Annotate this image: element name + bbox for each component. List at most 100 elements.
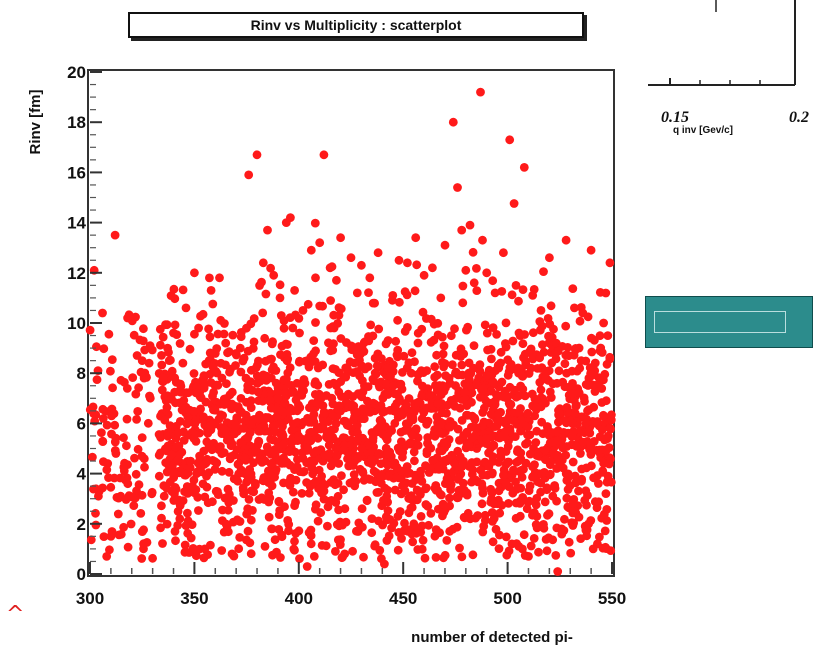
data-point bbox=[484, 448, 494, 457]
data-point bbox=[517, 371, 527, 381]
data-point bbox=[574, 486, 583, 496]
data-point bbox=[363, 474, 373, 484]
side-axis-label: q inv [Gev/c] bbox=[673, 125, 733, 136]
y-tick-label: 10 bbox=[67, 314, 86, 333]
data-point bbox=[346, 460, 356, 470]
data-point bbox=[451, 350, 461, 360]
data-point bbox=[114, 530, 124, 540]
data-point bbox=[469, 278, 479, 288]
data-point bbox=[175, 339, 185, 348]
data-point bbox=[574, 343, 584, 353]
y-tick-label: 6 bbox=[77, 414, 86, 433]
data-point bbox=[455, 436, 464, 445]
data-point bbox=[284, 526, 293, 536]
data-point bbox=[295, 554, 304, 563]
data-point bbox=[239, 353, 249, 363]
data-point bbox=[257, 277, 266, 287]
data-point bbox=[536, 306, 546, 315]
data-point bbox=[593, 417, 602, 426]
data-point bbox=[594, 479, 603, 488]
data-point bbox=[423, 433, 433, 442]
data-point bbox=[263, 446, 273, 456]
data-point bbox=[553, 567, 563, 576]
data-point bbox=[224, 347, 234, 357]
data-point bbox=[439, 362, 448, 372]
data-point bbox=[123, 542, 133, 552]
data-point bbox=[375, 546, 385, 555]
data-point bbox=[339, 372, 349, 382]
data-point bbox=[280, 388, 290, 398]
data-point bbox=[524, 486, 534, 495]
data-point bbox=[169, 284, 179, 294]
data-point bbox=[569, 395, 579, 405]
data-point bbox=[357, 444, 367, 453]
data-point bbox=[504, 546, 514, 556]
data-point bbox=[329, 310, 339, 320]
data-point bbox=[560, 382, 570, 392]
data-point bbox=[426, 314, 436, 324]
data-point bbox=[404, 439, 414, 449]
data-point bbox=[496, 347, 506, 357]
data-point bbox=[516, 381, 525, 391]
data-point bbox=[294, 526, 304, 536]
data-point bbox=[156, 448, 165, 458]
y-tick-label: 20 bbox=[67, 63, 86, 82]
data-point bbox=[468, 247, 478, 257]
data-point bbox=[305, 403, 314, 413]
data-point bbox=[143, 418, 153, 428]
data-point bbox=[311, 500, 321, 510]
axes: 300 350 400 450 500 550 0 2 4 6 8 10 12 14 16 18 20 bbox=[67, 63, 626, 608]
data-point bbox=[464, 462, 474, 471]
teal-panel-fragment bbox=[645, 296, 813, 348]
data-point bbox=[440, 456, 449, 465]
data-point bbox=[416, 466, 426, 476]
data-point bbox=[464, 368, 474, 378]
data-point bbox=[157, 501, 166, 511]
data-point bbox=[205, 348, 215, 358]
data-point bbox=[236, 328, 246, 337]
data-point bbox=[302, 562, 312, 571]
side-plot-fragment: 0.15 0.2 q inv [Gev/c] bbox=[648, 0, 809, 136]
data-point bbox=[519, 163, 529, 172]
data-point bbox=[341, 392, 350, 402]
data-point bbox=[413, 328, 423, 338]
data-point bbox=[436, 490, 446, 500]
data-point bbox=[134, 383, 144, 393]
data-point bbox=[439, 507, 449, 517]
data-point bbox=[147, 345, 157, 355]
data-point bbox=[304, 417, 314, 427]
data-point bbox=[409, 447, 419, 457]
data-point bbox=[499, 392, 509, 402]
data-point bbox=[349, 470, 359, 479]
data-point bbox=[232, 515, 242, 525]
data-point bbox=[162, 519, 172, 529]
data-point bbox=[258, 308, 268, 318]
data-point bbox=[483, 345, 492, 355]
data-point bbox=[521, 439, 530, 449]
data-point bbox=[432, 350, 441, 360]
data-point bbox=[504, 367, 514, 377]
data-point bbox=[393, 545, 403, 555]
data-point bbox=[257, 493, 267, 503]
data-point bbox=[241, 373, 251, 383]
data-point bbox=[217, 546, 227, 555]
data-point bbox=[258, 396, 268, 406]
data-point bbox=[597, 348, 607, 357]
data-point bbox=[225, 390, 235, 400]
data-point bbox=[134, 480, 144, 490]
data-point bbox=[501, 477, 510, 487]
data-point bbox=[396, 466, 406, 476]
data-point bbox=[393, 443, 403, 453]
data-point bbox=[380, 559, 389, 569]
data-point bbox=[499, 248, 508, 258]
data-point bbox=[258, 258, 268, 268]
data-point bbox=[583, 381, 593, 390]
data-point bbox=[138, 336, 148, 346]
data-point bbox=[352, 288, 362, 298]
data-point bbox=[494, 458, 504, 467]
data-point bbox=[183, 418, 193, 427]
data-point bbox=[119, 522, 128, 532]
data-point bbox=[402, 290, 412, 300]
data-point bbox=[186, 533, 196, 543]
data-point bbox=[521, 458, 531, 468]
